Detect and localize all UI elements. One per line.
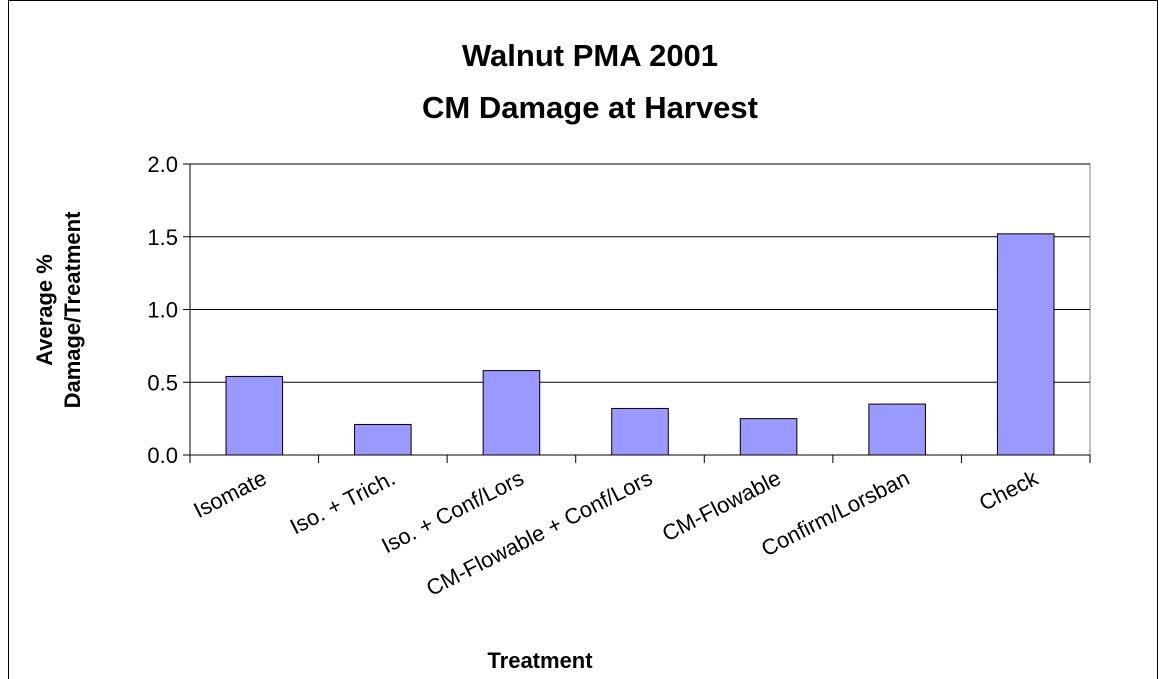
bar xyxy=(996,233,1055,456)
bar xyxy=(225,375,284,456)
bar xyxy=(739,418,798,456)
y-axis-title: Average % xyxy=(32,254,57,366)
y-tick-label: 1.5 xyxy=(147,225,178,250)
bar xyxy=(611,407,669,456)
chart-title: Walnut PMA 2001 xyxy=(462,38,718,73)
y-tick-label: 0.5 xyxy=(147,370,178,395)
x-axis-title: Treatment xyxy=(487,648,593,673)
y-tick-label: 2.0 xyxy=(147,152,178,177)
bar xyxy=(868,403,926,456)
y-tick-label: 1.0 xyxy=(147,298,178,323)
y-axis-title: Damage/Treatment xyxy=(60,211,85,409)
y-tick-label: 0.0 xyxy=(147,443,178,468)
bar xyxy=(482,370,541,456)
bar xyxy=(354,423,412,456)
chart-title: CM Damage at Harvest xyxy=(422,90,758,125)
